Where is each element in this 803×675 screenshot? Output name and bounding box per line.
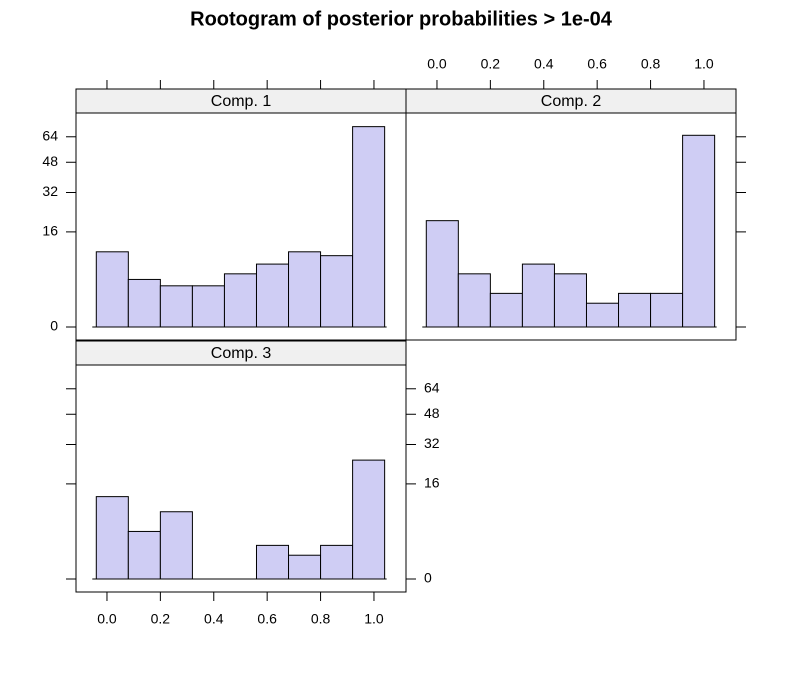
panel-frame: [405, 112, 737, 341]
chart-title: Rootogram of posterior probabilities > 1…: [190, 8, 613, 30]
bar: [159, 511, 193, 580]
bar: [127, 530, 161, 580]
bar: [288, 554, 322, 580]
x-tick-label: 0.6: [257, 611, 277, 627]
bar: [223, 273, 257, 328]
bar: [288, 251, 322, 328]
bar: [255, 544, 290, 580]
bar: [191, 285, 225, 328]
panel-frame: [75, 364, 407, 593]
bar: [618, 292, 652, 328]
strip-label: Comp. 3: [211, 345, 272, 362]
y-tick-label: 0: [50, 318, 58, 334]
x-tick-label: 0.2: [151, 611, 171, 627]
strip: [75, 340, 407, 366]
x-tick-label: 1.0: [694, 56, 714, 72]
bar: [320, 544, 354, 580]
bar: [159, 285, 193, 328]
strip-label: Comp. 2: [541, 93, 602, 110]
strip-label: Comp. 1: [211, 93, 272, 110]
x-tick-label: 0.6: [587, 56, 607, 72]
y-tick-label: 16: [424, 475, 440, 491]
bar: [95, 251, 129, 328]
x-tick-label: 0.0: [427, 56, 447, 72]
y-tick-label: 64: [424, 379, 440, 395]
bar: [95, 496, 129, 580]
x-tick-label: 0.4: [534, 56, 554, 72]
y-tick-label: 16: [42, 223, 58, 239]
bar: [457, 273, 491, 328]
y-tick-label: 48: [424, 405, 440, 421]
bar: [320, 255, 354, 328]
y-tick-label: 48: [42, 153, 58, 169]
bar: [352, 459, 386, 580]
bar: [255, 263, 290, 328]
bar: [352, 126, 386, 328]
x-tick-label: 0.0: [97, 611, 117, 627]
bar: [553, 273, 587, 328]
y-tick-label: 32: [424, 435, 440, 451]
bar: [127, 278, 161, 328]
y-tick-label: 64: [42, 127, 58, 143]
bar: [682, 134, 716, 328]
bar: [489, 292, 523, 328]
bar: [585, 302, 620, 328]
bar: [650, 292, 684, 328]
x-tick-label: 0.2: [481, 56, 501, 72]
bar: [425, 220, 459, 328]
y-tick-label: 32: [42, 183, 58, 199]
x-tick-label: 0.8: [641, 56, 661, 72]
strip: [75, 88, 407, 114]
bar: [521, 263, 555, 328]
x-tick-label: 1.0: [364, 611, 384, 627]
x-tick-label: 0.4: [204, 611, 224, 627]
x-tick-label: 0.8: [311, 611, 331, 627]
y-tick-label: 0: [424, 570, 432, 586]
